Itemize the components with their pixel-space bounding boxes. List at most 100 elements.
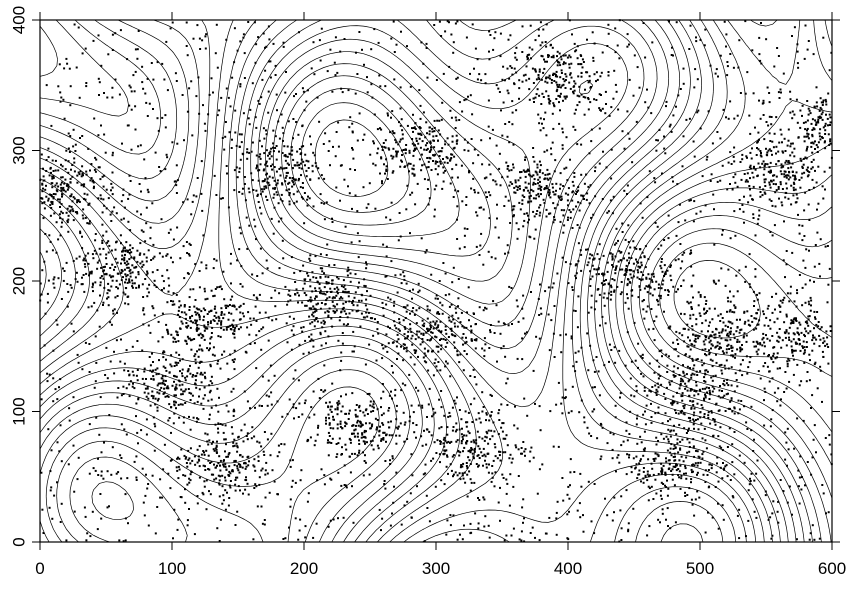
scatter-point — [478, 306, 481, 309]
scatter-point — [47, 147, 50, 150]
scatter-point — [738, 369, 741, 372]
scatter-point — [225, 304, 228, 307]
scatter-point — [456, 20, 459, 23]
scatter-point — [668, 381, 671, 384]
scatter-point — [741, 158, 744, 161]
scatter-point — [827, 362, 830, 365]
scatter-point — [153, 314, 156, 317]
scatter-point — [685, 118, 688, 121]
scatter-point — [82, 208, 85, 211]
scatter-point — [398, 329, 401, 332]
scatter-point — [567, 193, 570, 196]
scatter-point — [740, 178, 743, 181]
scatter-point — [424, 354, 427, 357]
scatter-point — [175, 340, 177, 343]
scatter-point — [471, 113, 474, 116]
scatter-point — [401, 382, 404, 385]
scatter-point — [89, 169, 91, 172]
scatter-point — [175, 192, 178, 194]
scatter-point — [262, 450, 265, 453]
scatter-point — [560, 209, 563, 212]
scatter-point — [227, 378, 230, 381]
scatter-point — [813, 280, 815, 283]
scatter-point — [335, 294, 338, 297]
scatter-point — [543, 118, 545, 121]
scatter-point — [738, 340, 741, 343]
scatter-point — [752, 450, 755, 452]
scatter-point — [669, 527, 672, 530]
scatter-point — [577, 201, 580, 204]
scatter-point — [538, 214, 541, 217]
scatter-point — [722, 382, 725, 385]
scatter-point — [199, 373, 202, 376]
scatter-point — [406, 304, 409, 307]
scatter-point — [579, 63, 582, 66]
scatter-point — [819, 238, 822, 241]
scatter-point — [327, 316, 330, 318]
scatter-point — [527, 57, 529, 60]
scatter-point — [358, 112, 361, 115]
scatter-point — [73, 157, 76, 160]
scatter-point — [418, 330, 421, 333]
scatter-point — [515, 222, 518, 225]
scatter-point — [189, 326, 192, 329]
scatter-point — [163, 387, 166, 390]
scatter-point — [385, 216, 388, 219]
scatter-point — [487, 524, 490, 527]
scatter-point — [749, 177, 751, 180]
scatter-point — [231, 76, 234, 79]
scatter-point — [189, 372, 192, 375]
scatter-point — [738, 408, 741, 411]
scatter-point — [704, 373, 707, 376]
scatter-point — [303, 222, 306, 225]
scatter-point — [240, 429, 243, 432]
scatter-point — [627, 528, 630, 531]
scatter-point — [393, 311, 396, 314]
scatter-point — [142, 501, 145, 504]
scatter-point — [614, 404, 617, 407]
scatter-point — [297, 416, 300, 418]
scatter-point — [686, 345, 689, 348]
scatter-point — [161, 375, 164, 377]
scatter-point — [630, 466, 633, 469]
scatter-point — [230, 282, 232, 285]
scatter-point — [217, 335, 220, 338]
scatter-point — [431, 331, 434, 334]
scatter-point — [430, 326, 432, 329]
scatter-point — [473, 441, 476, 444]
scatter-point — [203, 290, 206, 293]
scatter-point — [695, 384, 698, 387]
scatter-point — [331, 279, 334, 282]
scatter-point — [759, 150, 762, 152]
scatter-point — [370, 425, 373, 428]
scatter-point — [458, 101, 461, 104]
scatter-point — [524, 448, 527, 451]
scatter-point — [381, 517, 384, 520]
scatter-point — [548, 212, 550, 215]
scatter-point — [330, 405, 333, 408]
scatter-point — [694, 338, 697, 340]
scatter-point — [101, 211, 104, 214]
scatter-point — [784, 276, 786, 279]
scatter-point — [322, 390, 325, 393]
scatter-point — [708, 307, 711, 310]
scatter-point — [193, 455, 196, 458]
scatter-point — [558, 83, 561, 86]
scatter-point — [566, 219, 569, 221]
scatter-point — [211, 326, 214, 329]
scatter-point — [732, 176, 735, 179]
scatter-point — [747, 519, 750, 522]
scatter-point — [330, 317, 333, 320]
scatter-point — [405, 350, 408, 353]
scatter-point — [303, 109, 306, 112]
scatter-point — [178, 300, 181, 303]
scatter-point — [517, 475, 520, 477]
scatter-point — [510, 169, 513, 172]
scatter-point — [233, 333, 236, 336]
scatter-point — [173, 337, 176, 340]
scatter-point — [535, 335, 538, 338]
scatter-point — [426, 317, 429, 320]
scatter-point — [270, 432, 273, 435]
scatter-point — [233, 305, 236, 308]
scatter-point — [802, 163, 805, 166]
